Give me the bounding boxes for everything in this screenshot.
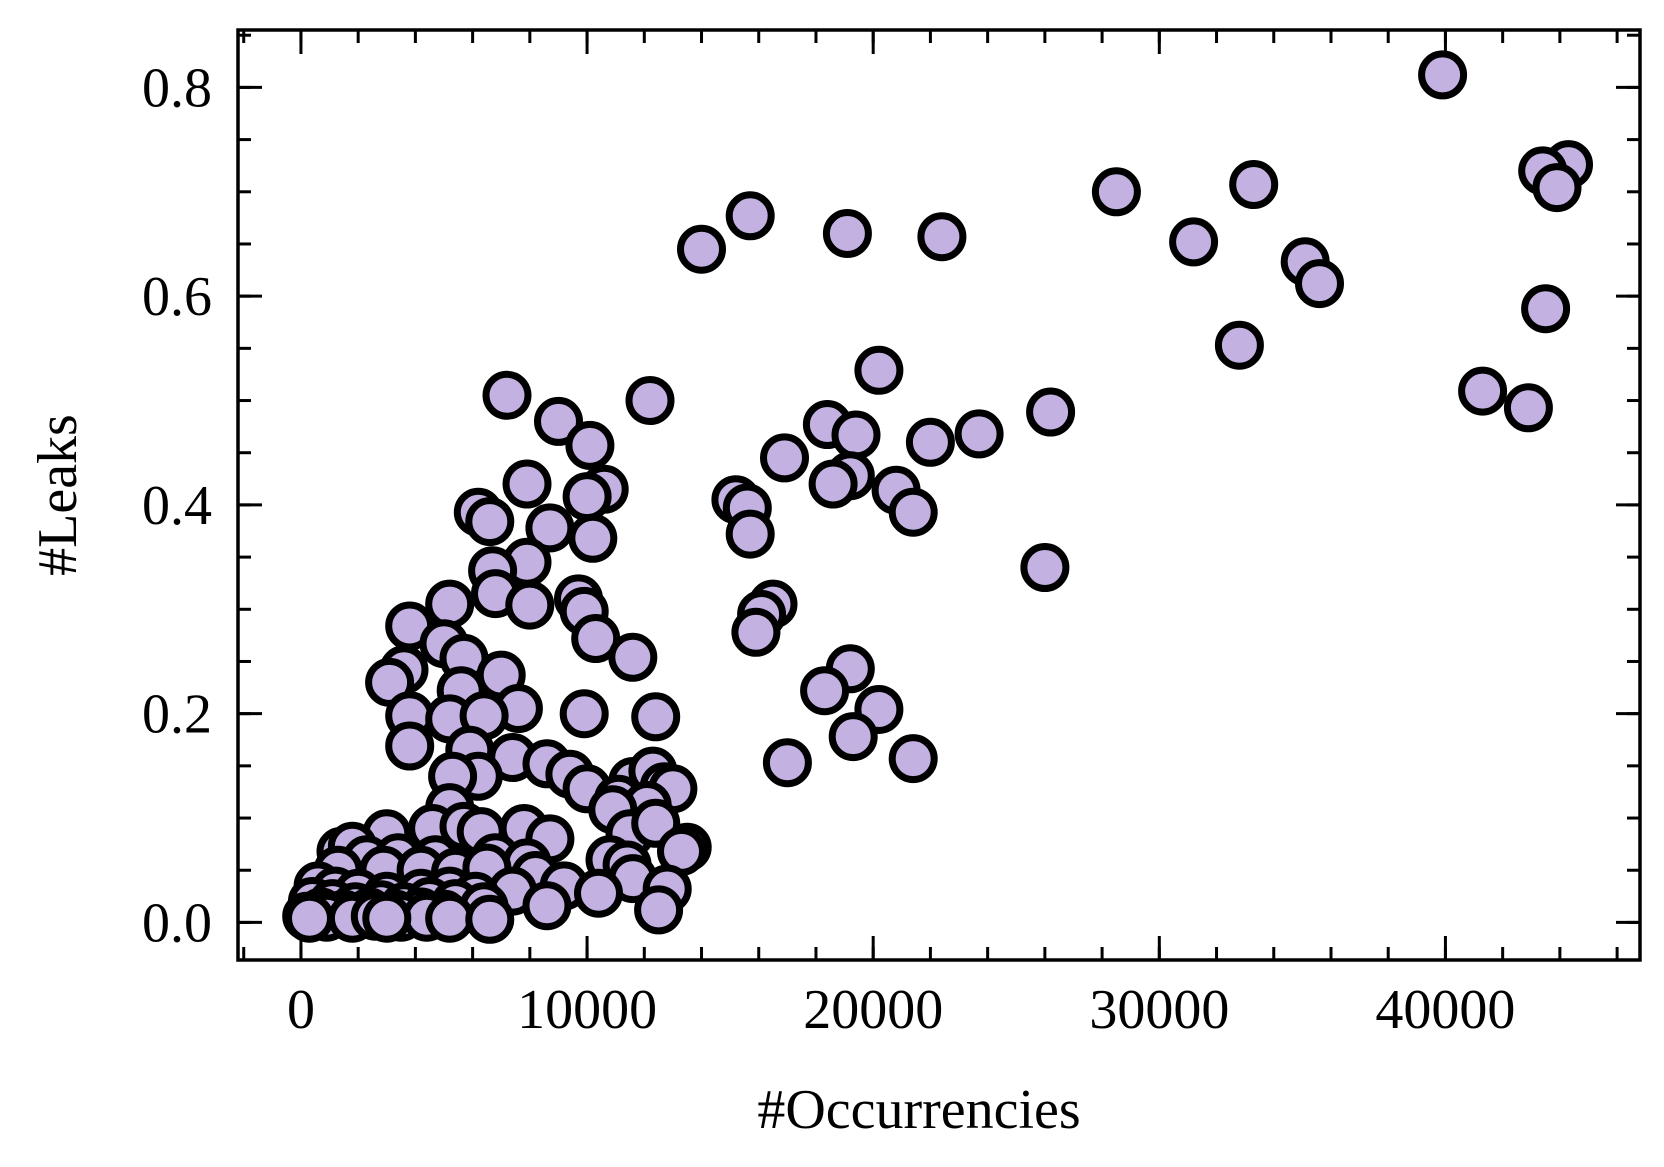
data-point <box>808 459 858 509</box>
data-point <box>425 893 475 943</box>
data-point <box>505 580 555 630</box>
data-point <box>1521 284 1571 334</box>
x-tick-label: 30000 <box>1089 979 1229 1041</box>
data-point <box>608 632 658 682</box>
data-point <box>1214 320 1264 370</box>
data-point <box>854 345 904 395</box>
x-tick-labels: 0 10000 20000 30000 40000 <box>287 979 1515 1041</box>
data-point <box>502 459 552 509</box>
data-point <box>762 738 812 788</box>
x-tick-label: 40000 <box>1375 979 1515 1041</box>
data-point <box>385 721 435 771</box>
data-point <box>1503 383 1553 433</box>
data-point <box>800 666 850 716</box>
plot-frame <box>236 28 1642 962</box>
x-tick-label: 20000 <box>803 979 943 1041</box>
data-point <box>571 614 621 663</box>
data-point <box>559 689 609 739</box>
data-point <box>677 224 726 274</box>
data-point <box>562 472 612 522</box>
data-point <box>465 497 515 547</box>
data-point <box>522 881 572 931</box>
data-point <box>888 487 938 537</box>
data-point <box>1169 217 1219 267</box>
data-point <box>465 894 515 944</box>
data-point <box>634 885 684 935</box>
y-tick-label: 0.2 <box>142 684 212 746</box>
data-point <box>1229 160 1279 209</box>
major-ticks <box>238 30 1640 960</box>
data-point <box>731 607 781 657</box>
data-point <box>285 893 334 943</box>
x-tick-label: 10000 <box>517 979 657 1041</box>
data-point <box>1091 167 1141 217</box>
y-axis-label: #Leaks <box>27 414 89 576</box>
data-point <box>568 513 618 563</box>
data-point <box>1295 259 1344 309</box>
data-point <box>362 893 412 943</box>
data-point <box>905 417 955 467</box>
x-axis-label: #Occurrencies <box>757 1079 1080 1141</box>
data-point <box>725 509 775 559</box>
data-point <box>631 692 681 742</box>
data-point <box>1418 50 1468 100</box>
data-point <box>831 410 881 460</box>
data-point <box>425 579 475 629</box>
data-point <box>725 191 775 241</box>
y-tick-label: 0.8 <box>142 57 212 119</box>
data-point <box>1020 543 1070 592</box>
data-point <box>482 370 532 420</box>
data-point <box>954 409 1004 459</box>
data-point <box>574 868 623 918</box>
y-tick-label: 0.0 <box>142 892 212 954</box>
y-tick-label: 0.6 <box>142 266 212 328</box>
y-tick-label: 0.4 <box>142 475 212 537</box>
data-point <box>534 396 583 446</box>
data-point <box>1026 387 1076 437</box>
y-tick-labels: 0.0 0.2 0.4 0.6 0.8 <box>142 57 212 954</box>
data-point <box>760 433 809 483</box>
x-tick-label: 0 <box>287 979 315 1041</box>
data-point <box>1458 366 1508 416</box>
data-point <box>565 420 615 470</box>
data-point <box>828 712 878 762</box>
data-point <box>917 212 967 262</box>
data-point <box>822 209 872 258</box>
data-point <box>625 376 675 425</box>
data-points <box>282 50 1593 944</box>
data-point <box>888 734 938 784</box>
data-point <box>1532 163 1582 213</box>
